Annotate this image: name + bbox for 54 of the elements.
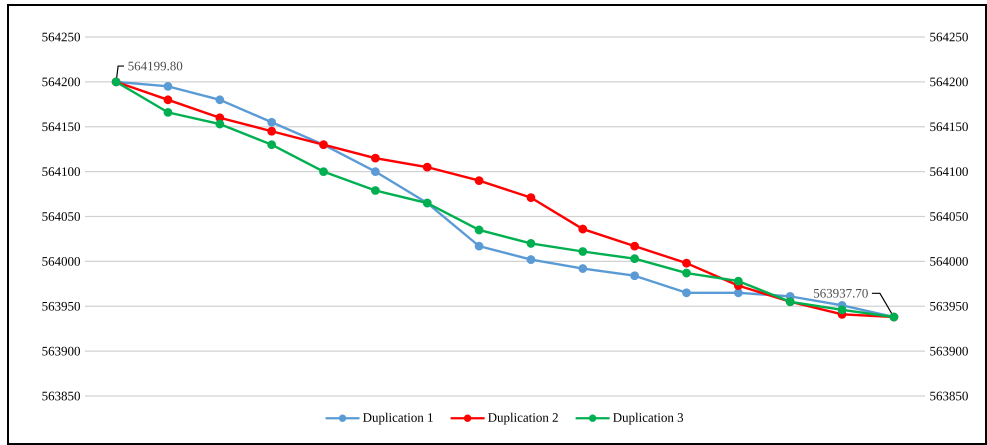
point	[578, 247, 588, 256]
point	[267, 140, 276, 150]
point	[164, 95, 172, 104]
point	[474, 242, 484, 251]
y-tick-label: 564200	[42, 78, 80, 86]
point	[370, 167, 380, 176]
y2-tick-label: 564000	[930, 257, 968, 266]
legend-label: Duplication 3	[613, 412, 684, 424]
point	[422, 162, 432, 172]
y-tick-label: 564050	[42, 212, 80, 221]
point	[319, 167, 328, 176]
point	[370, 154, 380, 163]
point	[578, 264, 588, 273]
point	[474, 226, 484, 234]
point	[267, 126, 276, 136]
y2-tick-label: 564150	[930, 122, 968, 132]
y-tick-label: 563850	[42, 392, 80, 400]
point	[682, 268, 691, 278]
point	[474, 176, 484, 185]
point	[164, 82, 172, 91]
y-tick-label: 563950	[42, 302, 80, 311]
point	[578, 224, 588, 234]
point	[267, 118, 276, 127]
annotation: 564199.80	[128, 62, 182, 70]
point	[526, 255, 536, 264]
legend-label: Duplication 1	[363, 412, 433, 424]
y2-tick-label: 563950	[930, 302, 968, 311]
y-tick-label: 564250	[42, 32, 80, 42]
y2-tick-label: 563900	[930, 346, 968, 356]
point	[215, 95, 224, 104]
y2-tick-label: 564100	[930, 167, 968, 176]
point	[215, 120, 224, 128]
point	[370, 186, 380, 195]
y-tick-label: 563900	[42, 346, 80, 356]
point	[682, 288, 691, 298]
point	[526, 193, 536, 202]
point	[630, 254, 640, 264]
y2-tick-label: 563850	[930, 392, 968, 400]
point	[838, 305, 846, 314]
point	[734, 276, 743, 286]
point	[734, 288, 743, 298]
point	[164, 108, 172, 117]
point	[630, 271, 640, 280]
y-tick-label: 564150	[42, 122, 80, 132]
y-tick-label: 564000	[42, 257, 80, 266]
y2-tick-label: 564050	[930, 212, 968, 221]
annotation: 563937.70	[814, 288, 868, 298]
point	[526, 239, 536, 248]
point	[630, 242, 640, 251]
y2-tick-label: 564250	[930, 32, 968, 42]
y-tick-label: 564100	[42, 167, 80, 176]
y2-tick-label: 564200	[930, 78, 968, 86]
legend-label: Duplication 2	[488, 412, 558, 424]
point	[682, 258, 691, 268]
